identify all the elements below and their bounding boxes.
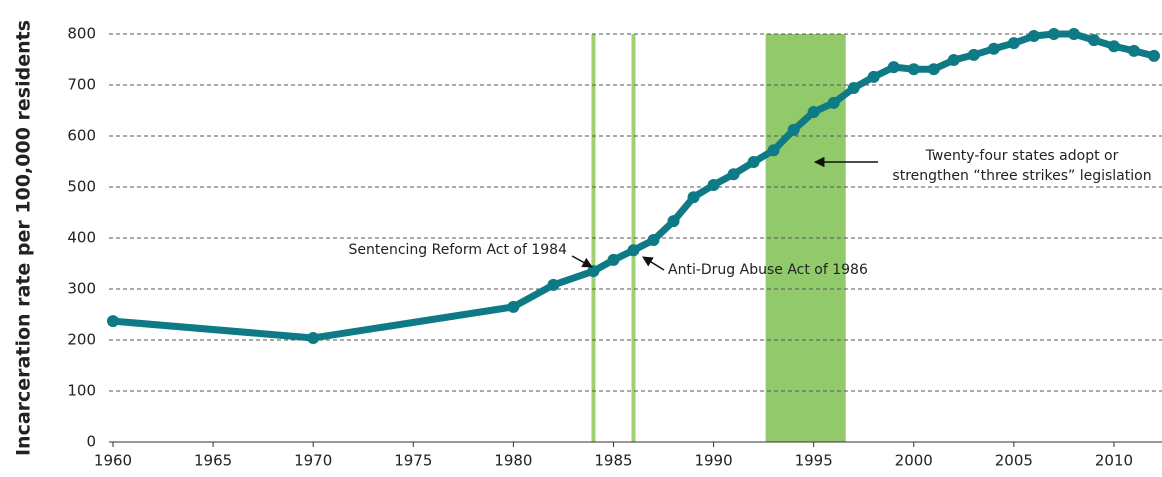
x-tick-label: 1960 (94, 452, 132, 470)
data-point (547, 278, 560, 291)
y-tick-label: 700 (67, 76, 96, 94)
x-tick-label: 1965 (194, 452, 232, 470)
y-tick-label: 100 (67, 382, 96, 400)
data-point (847, 82, 860, 95)
data-point (1087, 34, 1100, 47)
data-point (947, 54, 960, 67)
x-tick-label: 1970 (294, 452, 332, 470)
data-point (1107, 40, 1120, 53)
y-tick-label: 200 (67, 331, 96, 349)
x-tick-label: 1990 (694, 452, 732, 470)
data-point (1027, 30, 1040, 43)
y-tick-label: 400 (67, 229, 96, 247)
data-point (107, 315, 120, 328)
data-point (587, 265, 600, 278)
x-tick-label: 2005 (995, 452, 1033, 470)
data-point (747, 156, 760, 169)
y-tick-label: 600 (67, 127, 96, 145)
data-point (667, 215, 680, 228)
data-point (927, 63, 940, 76)
annotation: Sentencing Reform Act of 1984 (349, 242, 568, 258)
data-point (607, 253, 620, 266)
data-point (647, 234, 660, 247)
data-point (1047, 28, 1060, 40)
x-tick-label: 1980 (494, 452, 532, 470)
data-point (1127, 44, 1140, 57)
data-point (807, 106, 820, 119)
data-point (867, 70, 880, 83)
y-tick-label: 500 (67, 178, 96, 196)
data-point (767, 144, 780, 157)
data-point (627, 244, 640, 257)
data-point (1007, 37, 1020, 50)
y-tick-label: 800 (67, 25, 96, 43)
x-tick-label: 1995 (795, 452, 833, 470)
data-point (907, 63, 920, 76)
data-point (967, 48, 980, 61)
data-point (727, 168, 740, 181)
annotation: Twenty-four states adopt or (925, 148, 1119, 164)
data-point (687, 191, 700, 204)
x-tick-label: 2000 (895, 452, 933, 470)
annotation-arrow (642, 256, 665, 271)
y-axis-label: Incarceration rate per 100,000 residents (13, 20, 35, 456)
annotation: Anti-Drug Abuse Act of 1986 (668, 262, 868, 278)
data-point (887, 61, 900, 74)
data-point (1147, 49, 1160, 62)
x-tick-label: 2010 (1095, 452, 1133, 470)
x-tick-label: 1985 (594, 452, 632, 470)
highlight-span (631, 34, 636, 442)
x-tick-label: 1975 (394, 452, 432, 470)
annotation: strengthen “three strikes” legislation (892, 168, 1151, 184)
data-point (827, 96, 840, 109)
data-point (787, 123, 800, 136)
y-tick-label: 300 (67, 280, 96, 298)
data-point (307, 331, 320, 344)
y-tick-label: 0 (86, 433, 96, 451)
data-point (987, 42, 1000, 55)
annotation-arrow (571, 255, 593, 268)
data-point (507, 300, 520, 313)
data-point (707, 178, 720, 191)
data-point (1067, 28, 1080, 40)
